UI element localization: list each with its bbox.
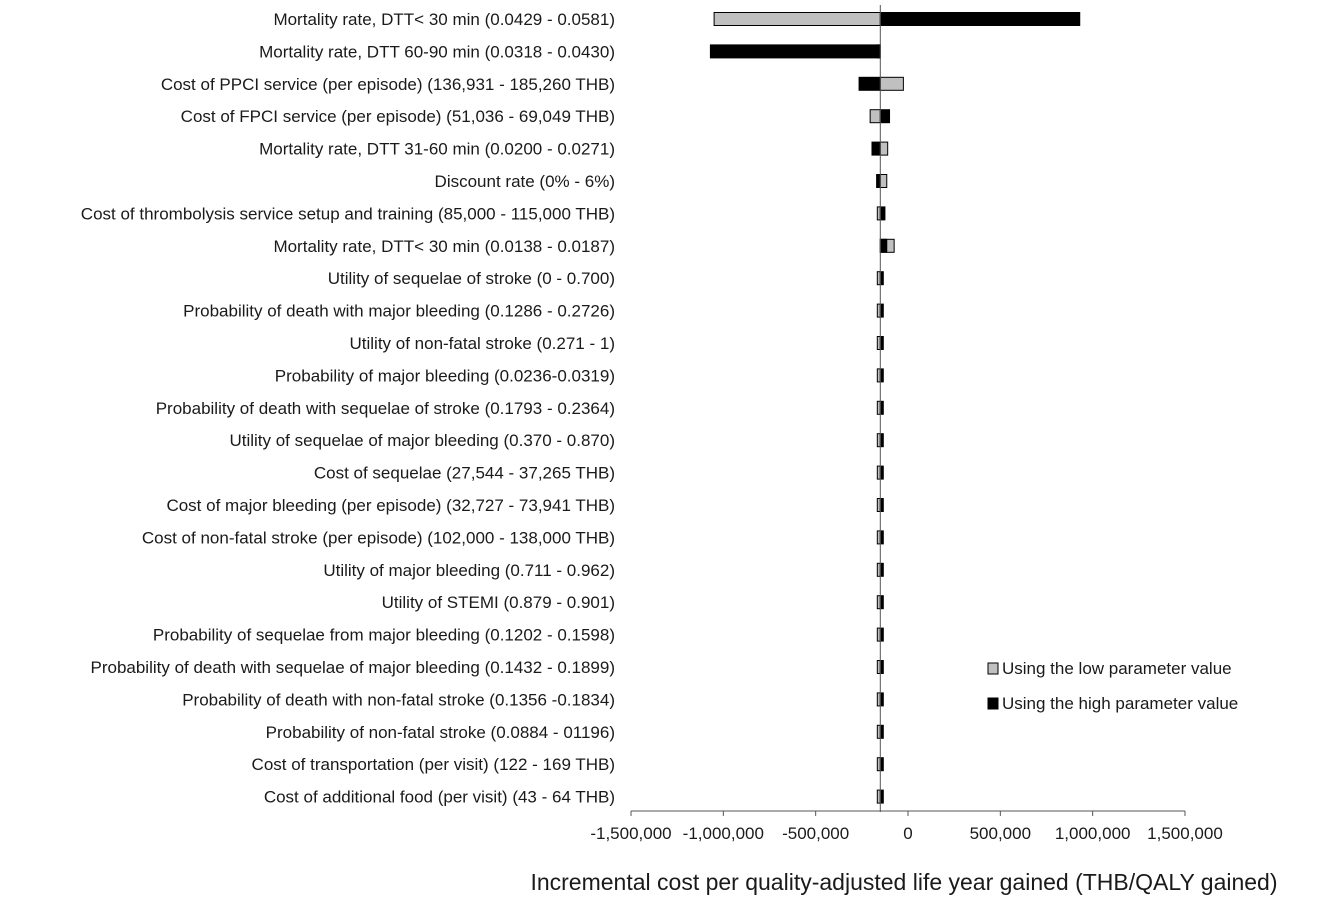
legend-swatch-1: [987, 697, 999, 710]
bar-high-4: [871, 141, 881, 156]
bar-low-2: [879, 76, 904, 91]
category-labels: Mortality rate, DTT< 30 min (0.0429 - 0.…: [81, 10, 615, 807]
category-label: Cost of major bleeding (per episode) (32…: [166, 496, 615, 515]
x-tick-label: 0: [903, 824, 912, 843]
category-label: Mortality rate, DTT< 30 min (0.0429 - 0.…: [273, 10, 615, 29]
category-label: Probability of death with sequelae of st…: [156, 399, 615, 418]
category-label: Utility of sequelae of stroke (0 - 0.700…: [328, 269, 615, 288]
bars-group: [709, 12, 1081, 804]
category-label: Cost of additional food (per visit) (43 …: [264, 788, 615, 807]
x-tick-label: -1,500,000: [590, 824, 671, 843]
x-axis: -1,500,000 -1,000,000 -500,000 0 500,000 1,00…: [590, 5, 1223, 843]
bar-high-7: [879, 238, 888, 253]
category-label: Utility of STEMI (0.879 - 0.901): [382, 593, 615, 612]
bar-high-3: [879, 109, 891, 124]
category-label: Utility of non-fatal stroke (0.271 - 1): [349, 334, 615, 353]
category-label: Cost of PPCI service (per episode) (136,…: [161, 75, 615, 94]
category-label: Cost of transportation (per visit) (122 …: [252, 755, 615, 774]
x-tick-label: -1,000,000: [683, 824, 764, 843]
category-label: Probability of major bleeding (0.0236-0.…: [275, 366, 615, 385]
bar-high-1: [709, 44, 881, 59]
legend: Using the low parameter value Using the h…: [987, 659, 1238, 713]
bar-low-5: [879, 174, 888, 188]
category-label: Probability of death with non-fatal stro…: [182, 690, 615, 709]
legend-swatch-0: [987, 662, 999, 675]
category-label: Discount rate (0% - 6%): [435, 172, 615, 191]
category-label: Probability of death with sequelae of ma…: [90, 658, 615, 677]
category-label: Probability of sequelae from major bleed…: [153, 626, 615, 645]
category-label: Cost of non-fatal stroke (per episode) (…: [142, 528, 615, 547]
bar-high-0: [879, 12, 1081, 26]
bar-high-5: [876, 174, 881, 188]
category-label: Probability of non-fatal stroke (0.0884 …: [266, 723, 615, 742]
bar-low-3: [869, 109, 881, 124]
category-label: Probability of death with major bleeding…: [183, 302, 615, 321]
category-label: Cost of thrombolysis service setup and t…: [81, 204, 615, 223]
category-label: Utility of sequelae of major bleeding (0…: [229, 431, 615, 450]
x-axis-title: Incremental cost per quality-adjusted li…: [530, 869, 1277, 895]
category-label: Mortality rate, DTT 31-60 min (0.0200 - …: [259, 140, 615, 159]
category-label: Mortality rate, DTT< 30 min (0.0138 - 0.…: [273, 237, 615, 256]
bar-low-0: [713, 12, 881, 26]
x-tick-label: -500,000: [782, 824, 849, 843]
legend-label-0: Using the low parameter value: [1002, 659, 1232, 678]
category-label: Cost of FPCI service (per episode) (51,0…: [181, 107, 615, 126]
bar-high-6: [879, 206, 886, 221]
legend-label-1: Using the high parameter value: [1002, 694, 1238, 713]
bar-low-4: [879, 141, 889, 156]
x-tick-label: 1,500,000: [1147, 824, 1223, 843]
x-tick-label: 500,000: [970, 824, 1031, 843]
bar-high-2: [858, 76, 881, 91]
category-label: Mortality rate, DTT 60-90 min (0.0318 - …: [259, 42, 615, 61]
category-label: Cost of sequelae (27,544 - 37,265 THB): [314, 464, 615, 483]
category-label: Utility of major bleeding (0.711 - 0.962…: [323, 561, 615, 580]
x-tick-label: 1,000,000: [1055, 824, 1131, 843]
